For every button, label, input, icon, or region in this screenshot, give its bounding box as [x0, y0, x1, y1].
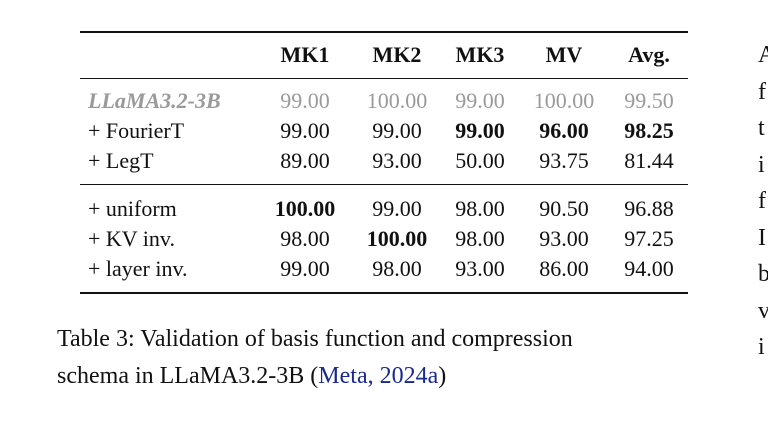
- side-text: b: [758, 261, 768, 287]
- cell: 86.00: [539, 256, 589, 281]
- side-text: i: [758, 334, 765, 360]
- cell: 100.00: [533, 88, 595, 113]
- cell: 100.00: [274, 196, 336, 221]
- cell: 99.00: [455, 118, 505, 143]
- cell: 96.88: [624, 196, 674, 221]
- caption-text: schema in LLaMA3.2-3B (: [57, 363, 319, 389]
- cell: 94.00: [624, 256, 674, 281]
- cell: 99.00: [280, 256, 330, 281]
- cell: 100.00: [366, 226, 428, 251]
- cell: 99.00: [372, 196, 422, 221]
- cell: 93.00: [539, 226, 589, 251]
- cell: 99.00: [372, 118, 422, 143]
- side-text: I: [758, 224, 766, 251]
- caption-text: ): [438, 363, 447, 389]
- row-label: LLaMA3.2-3B: [88, 88, 221, 113]
- cell: 98.25: [624, 118, 674, 143]
- cell: 98.00: [280, 226, 330, 251]
- cell: 99.50: [624, 88, 674, 113]
- mid-rule: [80, 78, 688, 79]
- top-rule: [80, 31, 688, 33]
- cell: 100.00: [366, 88, 428, 113]
- side-text: i: [758, 151, 765, 178]
- cell: 50.00: [455, 148, 505, 173]
- column-header: MV: [545, 42, 583, 67]
- cell: 99.00: [280, 88, 330, 113]
- group-rule: [80, 184, 688, 185]
- row-label: + layer inv.: [88, 256, 188, 281]
- cell: 98.00: [455, 196, 505, 221]
- cell: 99.00: [280, 118, 330, 143]
- cell: 97.25: [624, 226, 674, 251]
- side-text: t: [758, 115, 765, 141]
- row-label: + LegT: [88, 148, 154, 173]
- cell: 96.00: [539, 118, 589, 143]
- row-label: + uniform: [88, 196, 177, 221]
- column-header: MK3: [455, 42, 505, 67]
- side-text: f: [758, 188, 766, 214]
- cell: 93.75: [539, 148, 589, 173]
- column-header: MK2: [372, 42, 422, 67]
- side-text: f: [758, 78, 766, 105]
- cell: 93.00: [372, 148, 422, 173]
- bottom-rule: [80, 292, 688, 294]
- cell: 98.00: [372, 256, 422, 281]
- cell: 93.00: [455, 256, 505, 281]
- cell: 90.50: [539, 196, 589, 221]
- caption-line: Table 3: Validation of basis function an…: [57, 326, 573, 352]
- citation[interactable]: Meta, 2024a: [318, 363, 439, 389]
- side-text: A: [758, 42, 768, 68]
- row-label: + FourierT: [88, 118, 185, 143]
- cell: 98.00: [455, 226, 505, 251]
- column-header: MK1: [280, 42, 330, 67]
- cell: 89.00: [280, 148, 330, 173]
- caption-line: schema in LLaMA3.2-3B (Meta, 2024a): [57, 362, 446, 390]
- column-header: Avg.: [628, 42, 670, 67]
- row-label: + KV inv.: [88, 226, 175, 251]
- side-text: v: [758, 297, 768, 324]
- cell: 99.00: [455, 88, 505, 113]
- cell: 81.44: [624, 148, 674, 173]
